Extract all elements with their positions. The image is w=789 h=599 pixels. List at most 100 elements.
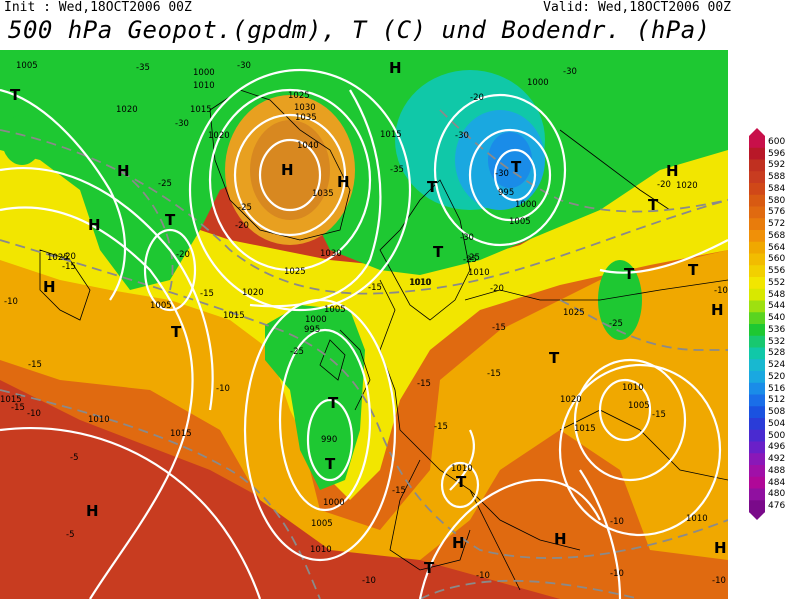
pressure-label: 1005 — [311, 519, 333, 529]
temperature-label: -20 — [62, 252, 76, 262]
pressure-label: 1020 — [208, 131, 230, 141]
temperature-label: -10 — [27, 409, 41, 419]
coastlines — [39, 89, 728, 591]
temperature-label: -15 — [392, 486, 406, 496]
pressure-label: 1010 — [310, 545, 332, 555]
legend-swatch — [749, 183, 765, 196]
temperature-label: -30 — [495, 169, 509, 179]
low-marker: T — [325, 455, 336, 473]
pressure-label: 1035 — [312, 189, 334, 199]
legend-level-label: 576 — [768, 207, 786, 218]
temperature-label: -25 — [609, 319, 623, 329]
legend-swatch — [749, 206, 765, 219]
temperature-label: -15 — [11, 403, 25, 413]
legend-level-label: 560 — [768, 254, 786, 265]
temperature-label: -10 — [362, 576, 376, 586]
legend-swatch — [749, 500, 765, 513]
field-green-east — [598, 260, 642, 340]
pressure-label: 1005 — [509, 217, 531, 227]
legend-swatch — [749, 218, 765, 231]
legend-swatch — [749, 382, 765, 395]
pressure-label: 1010 — [88, 415, 110, 425]
high-markers: H H H H H H H H H H H H — [43, 59, 727, 557]
legend-level-label: 596 — [768, 148, 786, 159]
high-marker: H — [452, 534, 465, 552]
pressure-label: 1040 — [297, 141, 319, 151]
high-marker: H — [88, 216, 101, 234]
pressure-label: 1000 — [305, 315, 327, 325]
low-marker: T — [688, 261, 699, 279]
temperature-label: -15 — [200, 289, 214, 299]
low-marker: T — [549, 349, 560, 367]
legend-level-label: 528 — [768, 348, 786, 359]
temperature-label: -10 — [476, 571, 490, 581]
low-marker: T — [456, 473, 467, 491]
low-marker: T — [648, 196, 659, 214]
temperature-label: -20 — [470, 93, 484, 103]
pressure-label: 1015 — [0, 395, 22, 405]
color-legend: 600 596 592 588 584 580 576 572 568 564 560 556 552 5… — [748, 128, 789, 520]
init-time: Init : Wed,18OCT2006 00Z — [4, 0, 192, 15]
legend-level-label: 496 — [768, 442, 786, 453]
low-markers: T T T T T T T T T T T T T T — [10, 86, 699, 577]
legend-swatch — [749, 488, 765, 501]
pressure-label: 1010 — [468, 268, 490, 278]
low-marker: T — [511, 158, 522, 176]
low-marker: T — [171, 323, 182, 341]
legend-level-label: 520 — [768, 371, 786, 382]
legend-level-label: 540 — [768, 313, 786, 324]
isobars — [0, 68, 728, 599]
temperature-label: -20 — [176, 250, 190, 260]
pressure-label: 1010 — [410, 278, 432, 288]
temperature-label: -15 — [492, 323, 506, 333]
high-marker: H — [281, 161, 294, 179]
pressure-label: 1010 — [409, 278, 431, 288]
pressure-label: 1000 — [515, 200, 537, 210]
pressure-labels: 1005 1000 1010 1015 1020 1025 1030 1035 … — [0, 61, 708, 555]
temperature-labels: -35 -30 -30 -25 -20 -15 -25 -20 -35 -30 … — [4, 61, 728, 586]
temperature-label: -15 — [417, 379, 431, 389]
low-marker: T — [427, 178, 438, 196]
legend-level-label: 572 — [768, 219, 786, 230]
chart-title: 500 hPa Geopot.(gpdm), T (C) und Bodendr… — [8, 16, 711, 44]
pressure-label: 1015 — [574, 424, 596, 434]
pressure-label: 995 — [498, 188, 514, 198]
legend-level-label: 488 — [768, 465, 786, 476]
legend-level-label: 500 — [768, 430, 786, 441]
pressure-label: 1020 — [242, 288, 264, 298]
legend-swatch — [749, 335, 765, 348]
low-marker: T — [328, 394, 339, 412]
temperature-label: -30 — [237, 61, 251, 71]
temperature-label: -30 — [563, 67, 577, 77]
valid-time: Valid: Wed,18OCT2006 00Z — [543, 0, 731, 15]
legend-level-label: 568 — [768, 230, 786, 241]
weather-map: 1005 1000 1010 1015 1020 1025 1030 1035 … — [0, 50, 728, 599]
legend-swatch — [749, 171, 765, 184]
legend-level-label: 532 — [768, 336, 786, 347]
temperature-label: -10 — [610, 569, 624, 579]
legend-level-label: 564 — [768, 242, 786, 253]
legend-level-label: 584 — [768, 183, 786, 194]
legend-swatch — [749, 194, 765, 207]
temperature-label: -35 — [390, 165, 404, 175]
legend-swatch — [749, 371, 765, 384]
temperature-label: -25 — [238, 203, 252, 213]
legend-swatch — [749, 288, 765, 301]
legend-swatch — [749, 441, 765, 454]
legend-level-label: 524 — [768, 360, 786, 371]
pressure-label: 1015 — [170, 429, 192, 439]
temperature-label: -15 — [652, 410, 666, 420]
pressure-label: 1005 — [324, 305, 346, 315]
pressure-label: 995 — [304, 325, 320, 335]
pressure-label: 1015 — [223, 311, 245, 321]
legend-level-label: 556 — [768, 266, 786, 277]
legend-level-label: 536 — [768, 324, 786, 335]
temperature-label: -15 — [62, 262, 76, 272]
temperature-label: -20 — [657, 180, 671, 190]
legend-level-label: 552 — [768, 277, 786, 288]
pressure-label: 1030 — [294, 103, 316, 113]
legend-swatch — [749, 347, 765, 360]
legend-swatch — [749, 394, 765, 407]
legend-swatch — [749, 476, 765, 489]
legend-swatch — [749, 136, 765, 149]
